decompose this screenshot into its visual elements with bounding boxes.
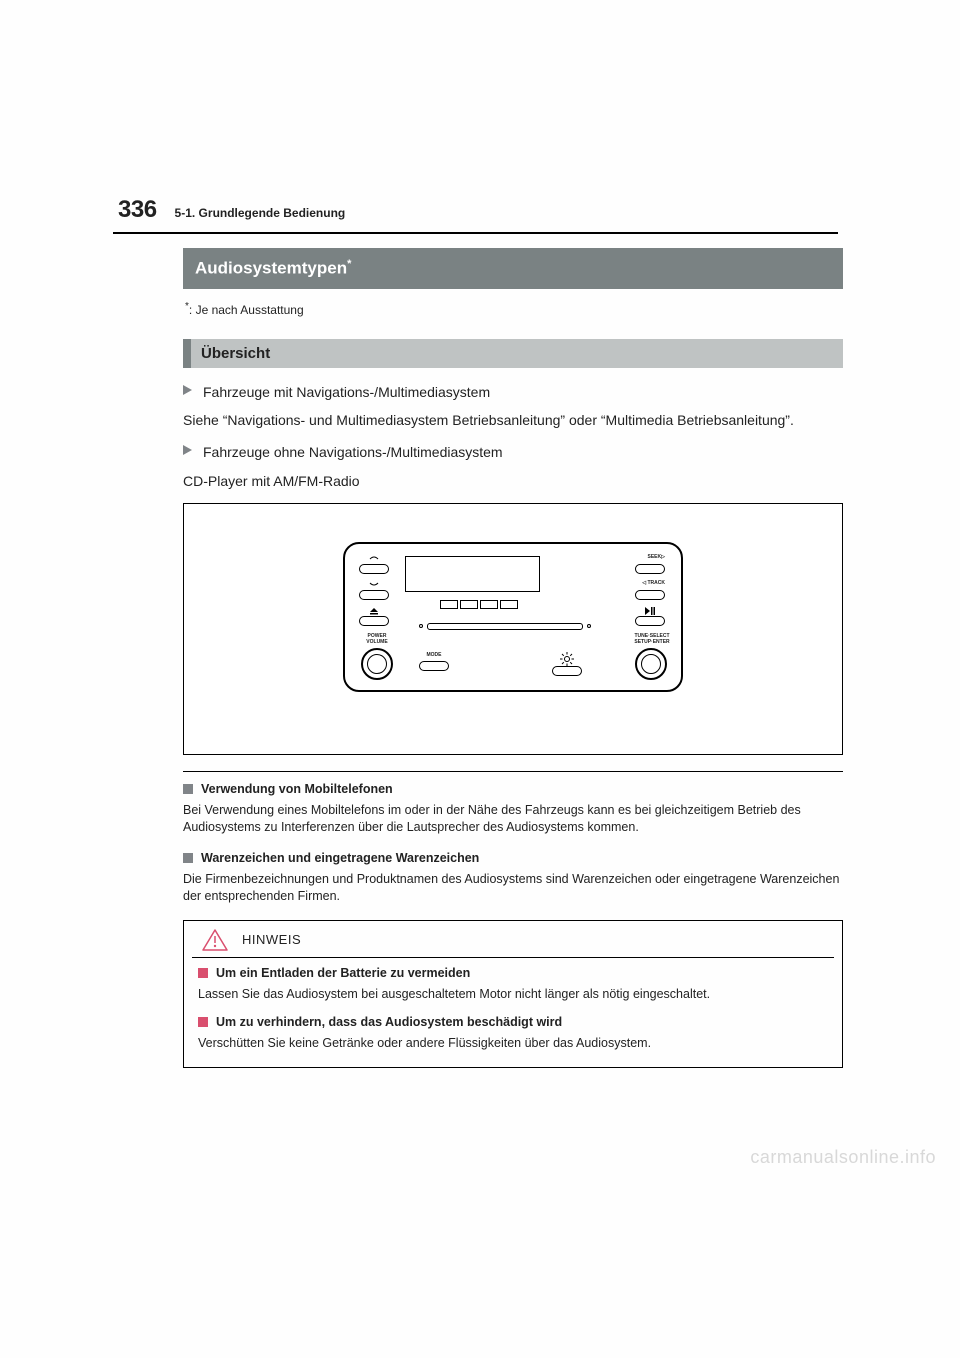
hinweis-body: Um ein Entladen der Batterie zu vermeide… xyxy=(184,966,842,1067)
note-title: Warenzeichen und eingetragene Warenzeich… xyxy=(201,851,479,865)
title-text: Audiosystemtypen xyxy=(195,259,347,278)
eject-icon xyxy=(370,608,378,615)
square-bullet-icon xyxy=(183,853,193,863)
pickup-button xyxy=(359,590,389,600)
play-button xyxy=(635,616,665,626)
power-volume-knob xyxy=(361,648,393,680)
hinweis-item-body: Verschütten Sie keine Getränke oder ande… xyxy=(198,1035,828,1053)
content-area: Audiosystemtypen* *: Je nach Ausstattung… xyxy=(183,248,843,1068)
manual-page: 336 5-1. Grundlegende Bedienung Audiosys… xyxy=(118,196,838,1068)
title-bar: Audiosystemtypen* xyxy=(183,248,843,289)
preset-button xyxy=(460,600,478,609)
setup-label: SETUP·ENTER xyxy=(625,640,679,646)
pickup-icon xyxy=(369,581,379,589)
volume-label: VOLUME xyxy=(357,640,397,646)
cd-slot xyxy=(427,623,583,630)
bullet-label: Fahrzeuge mit Navigations-/Multimediasys… xyxy=(203,382,490,402)
mode-label: MODE xyxy=(419,653,449,659)
bullet-label: Fahrzeuge ohne Navigations-/Multimediasy… xyxy=(203,442,503,462)
note-body: Bei Verwendung eines Mobiltelefons im od… xyxy=(183,802,843,837)
note-heading-row: Warenzeichen und eingetragene Warenzeich… xyxy=(183,851,843,865)
hinweis-item-row: Um ein Entladen der Batterie zu vermeide… xyxy=(198,966,828,980)
hinweis-header: HINWEIS xyxy=(184,921,842,955)
warning-icon xyxy=(202,929,228,951)
seek-button xyxy=(635,564,665,574)
radio-unit: POWER VOLUME MODE xyxy=(343,542,683,692)
hinweis-item-row: Um zu verhindern, dass das Audiosystem b… xyxy=(198,1015,828,1029)
subheading-text: Übersicht xyxy=(201,345,270,362)
eject-button xyxy=(359,616,389,626)
page-header: 336 5-1. Grundlegende Bedienung xyxy=(118,196,838,224)
hinweis-item-title: Um ein Entladen der Batterie zu vermeide… xyxy=(216,966,470,980)
brightness-icon xyxy=(560,652,574,666)
phone-button xyxy=(359,564,389,574)
dot-left xyxy=(419,624,423,628)
radio-display xyxy=(405,556,540,592)
bullet-row: Fahrzeuge mit Navigations-/Multimediasys… xyxy=(183,382,843,402)
note-title: Verwendung von Mobiltelefonen xyxy=(201,782,393,796)
hinweis-label: HINWEIS xyxy=(242,932,301,947)
triangle-icon xyxy=(183,445,193,455)
square-bullet-icon xyxy=(183,784,193,794)
preset-button xyxy=(440,600,458,609)
preset-button xyxy=(500,600,518,609)
hinweis-rule xyxy=(192,957,834,958)
track-button xyxy=(635,590,665,600)
header-rule xyxy=(113,232,838,234)
track-label: ◁ TRACK xyxy=(631,581,665,587)
watermark: carmanualsonline.info xyxy=(750,1147,936,1168)
brightness-button xyxy=(552,666,582,676)
note-body: Die Firmenbezeichnungen und Produktnamen… xyxy=(183,871,843,906)
preset-button xyxy=(480,600,498,609)
footnote-text: : Je nach Ausstattung xyxy=(189,303,304,317)
seek-label: SEEK▷ xyxy=(635,555,665,561)
play-pause-icon xyxy=(645,607,655,615)
hinweis-item-title: Um zu verhindern, dass das Audiosystem b… xyxy=(216,1015,562,1029)
tune-select-knob xyxy=(635,648,667,680)
figure-rule xyxy=(183,771,843,772)
radio-figure: POWER VOLUME MODE xyxy=(183,503,843,755)
dot-right xyxy=(587,624,591,628)
square-bullet-pink-icon xyxy=(198,968,208,978)
hangup-icon xyxy=(369,554,379,562)
bullet-body: Siehe “Navigations- und Multimediasystem… xyxy=(183,410,843,430)
subheading-bar: Übersicht xyxy=(183,339,843,368)
bullet-row: Fahrzeuge ohne Navigations-/Multimediasy… xyxy=(183,442,843,462)
square-bullet-pink-icon xyxy=(198,1017,208,1027)
section-label: 5-1. Grundlegende Bedienung xyxy=(175,206,346,220)
mode-button xyxy=(419,661,449,671)
title-sup: * xyxy=(347,258,351,270)
bullet-body: CD-Player mit AM/FM-Radio xyxy=(183,471,843,491)
hinweis-box: HINWEIS Um ein Entladen der Batterie zu … xyxy=(183,920,843,1068)
note-heading-row: Verwendung von Mobiltelefonen xyxy=(183,782,843,796)
footnote: *: Je nach Ausstattung xyxy=(183,301,843,317)
triangle-icon xyxy=(183,385,193,395)
page-number: 336 xyxy=(118,196,157,224)
hinweis-item-body: Lassen Sie das Audiosystem bei ausgescha… xyxy=(198,986,828,1004)
